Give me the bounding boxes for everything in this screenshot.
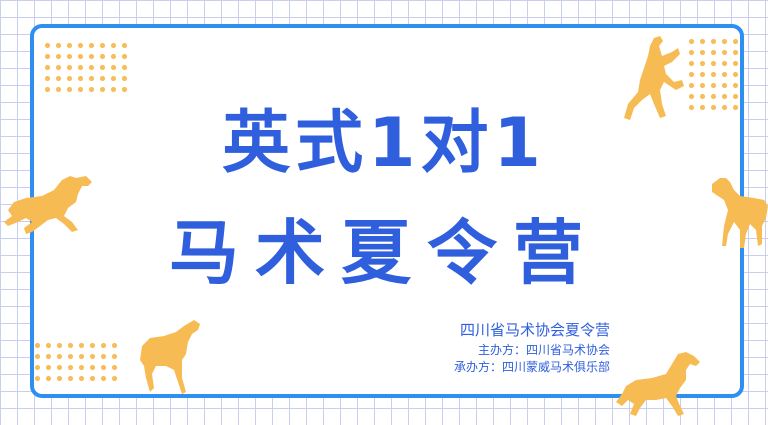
organizer-name: 四川省马术协会夏令营: [459, 321, 610, 339]
poster-frame: [30, 24, 744, 398]
trotting-horse-icon: [616, 352, 700, 416]
dot-pattern-top-left: [42, 40, 130, 95]
undertaker-line: 承办方：四川蒙威马术俱乐部: [453, 360, 610, 374]
poster-title-line-1: 英式1对1: [222, 104, 546, 183]
rearing-horse-icon: [624, 36, 684, 120]
dot-pattern-top-right: [686, 36, 740, 112]
host-line: 主办方：四川省马术协会: [477, 343, 610, 357]
dot-pattern-bottom-left: [32, 340, 120, 384]
galloping-horse-icon: [4, 176, 92, 234]
standing-horse-icon: [712, 178, 768, 248]
standing-horse-icon: [140, 320, 200, 394]
poster-title-line-2: 马术夏令营: [169, 212, 599, 294]
